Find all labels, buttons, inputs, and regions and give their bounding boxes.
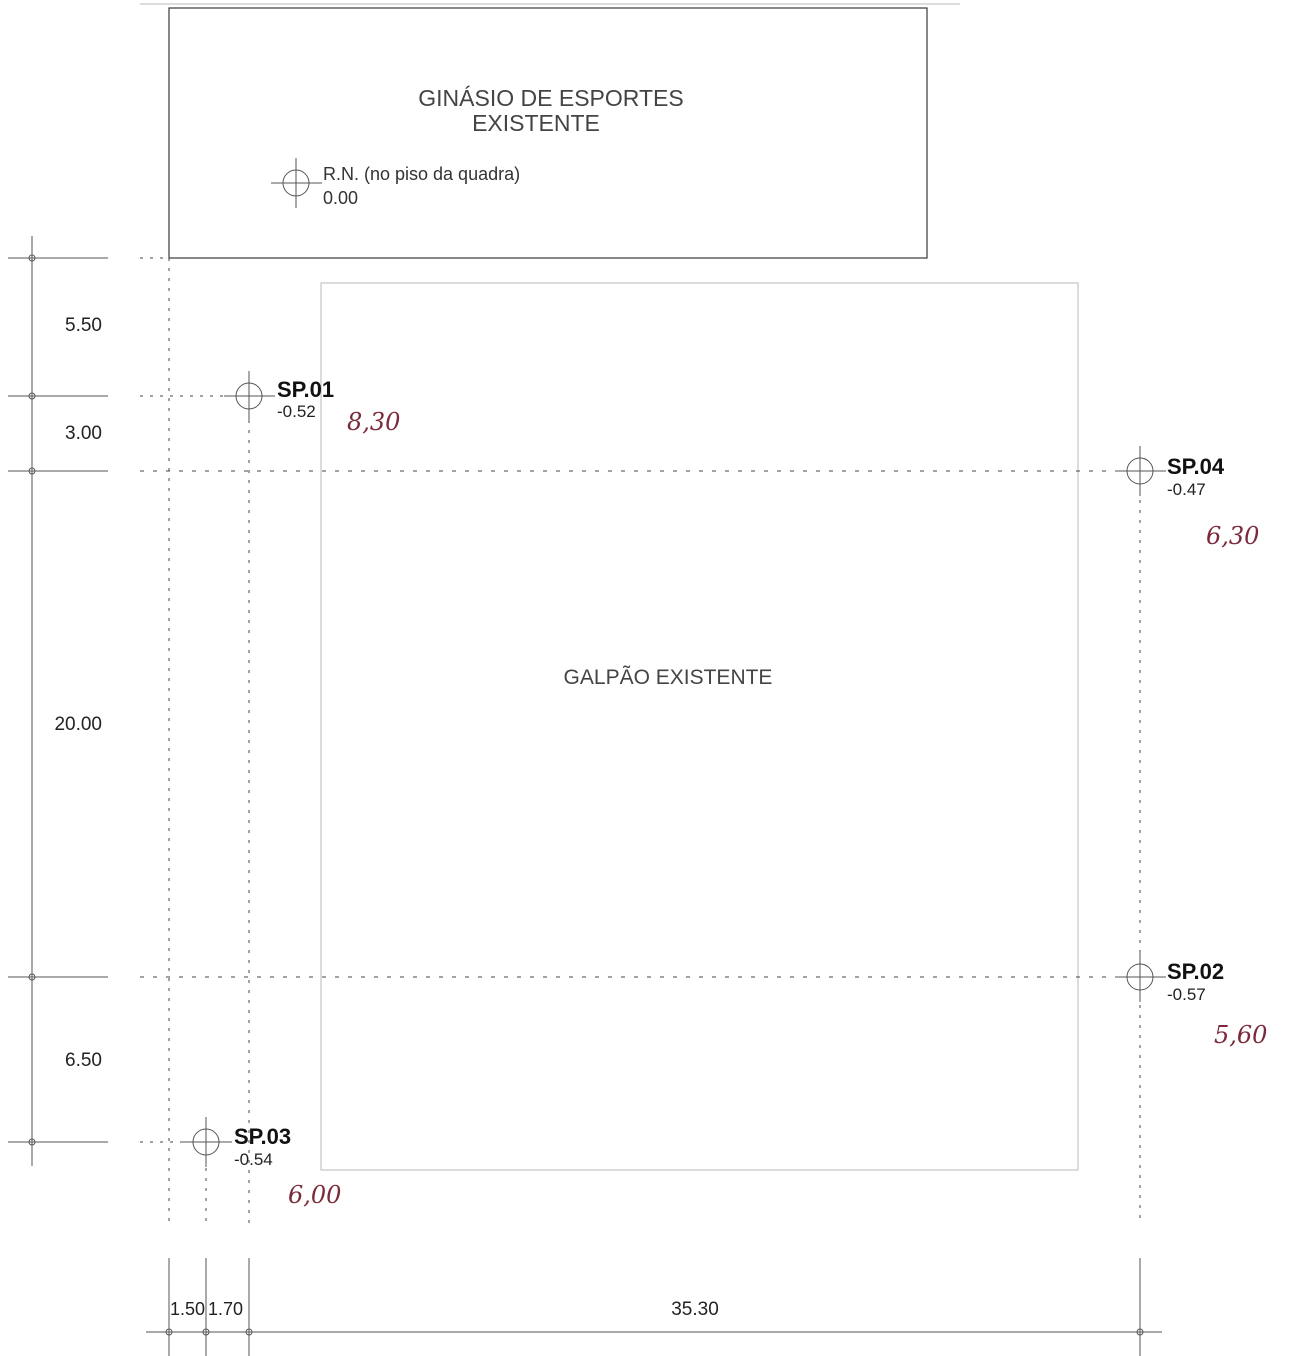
gym-building-outline <box>168 7 928 259</box>
sp04-symbol <box>1115 446 1166 496</box>
benchmark-label: R.N. (no piso da quadra) <box>323 164 520 184</box>
gym-label-line2: EXISTENTE <box>472 110 600 136</box>
sp03-level: -0.54 <box>234 1150 273 1169</box>
dim-vertical-1: 5.50 <box>65 315 102 336</box>
sp01-level: -0.52 <box>277 402 316 421</box>
sp04-level: -0.47 <box>1167 480 1206 499</box>
sp02-level: -0.57 <box>1167 985 1206 1004</box>
sp01-name: SP.01 <box>277 377 334 402</box>
horizontal-dimension-chain <box>146 1258 1162 1356</box>
dim-horizontal-1: 1.50 <box>170 1299 205 1319</box>
vertical-dimension-chain <box>8 236 108 1166</box>
sp03-name: SP.03 <box>234 1124 291 1149</box>
sp04-name: SP.04 <box>1167 454 1225 479</box>
sp01-symbol <box>224 371 275 421</box>
warehouse-outline <box>320 282 1079 1171</box>
sp02-name: SP.02 <box>1167 959 1224 984</box>
benchmark-symbol <box>271 158 322 208</box>
sp03-depth-note: 6,00 <box>288 1181 341 1209</box>
sp03-symbol <box>181 1117 232 1167</box>
sp04-depth-note: 6,30 <box>1206 522 1259 550</box>
dim-vertical-3: 20.00 <box>54 714 102 735</box>
dim-vertical-4: 6.50 <box>65 1050 102 1071</box>
sp02-symbol <box>1115 952 1166 1002</box>
sp02-depth-note: 5,60 <box>1214 1021 1267 1049</box>
dim-horizontal-2: 1.70 <box>208 1299 243 1319</box>
sp01-depth-note: 8,30 <box>347 408 400 436</box>
benchmark-value: 0.00 <box>323 188 358 208</box>
warehouse-label: GALPÃO EXISTENTE <box>564 665 773 689</box>
gym-label-line1: GINÁSIO DE ESPORTES <box>418 85 683 111</box>
dim-horizontal-3: 35.30 <box>671 1299 719 1320</box>
dim-vertical-2: 3.00 <box>65 423 102 444</box>
